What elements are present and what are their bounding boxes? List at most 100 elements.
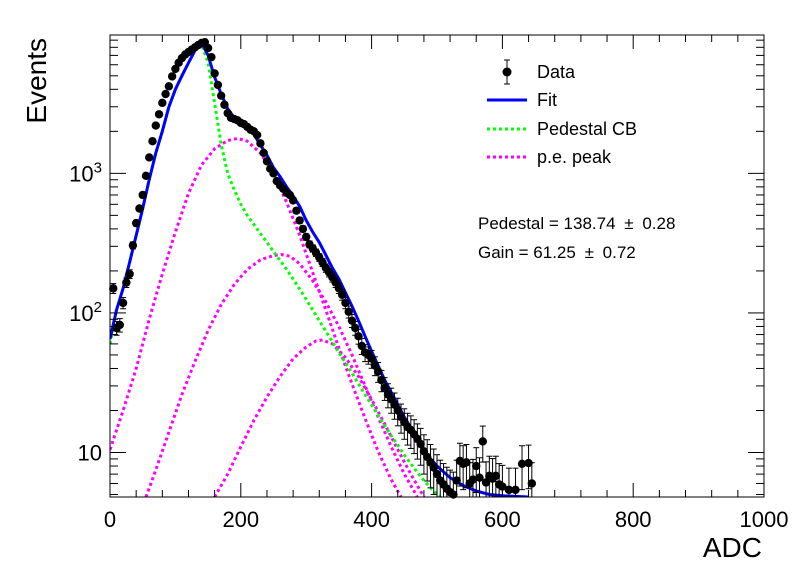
data-marker — [138, 190, 147, 200]
pedestal-cb-curve — [110, 41, 443, 497]
gain-value: Gain = 61.25 — [478, 243, 576, 262]
axis-ticks: 0 200 400 600 800 1000 10 102 103 — [69, 35, 788, 532]
data-point — [138, 190, 147, 200]
data-marker — [213, 80, 223, 90]
data-marker — [216, 91, 226, 100]
data-point — [118, 297, 128, 310]
data-marker — [161, 89, 170, 99]
plot-frame — [109, 34, 765, 498]
data-point — [135, 204, 144, 213]
data-point — [220, 100, 229, 109]
legend-entry: Pedestal CB — [487, 119, 637, 139]
data-marker — [256, 139, 265, 148]
x-tick-label: 800 — [615, 507, 652, 532]
gain-annotation: Gain = 61.25 ± 0.72 — [478, 243, 636, 262]
data-point — [527, 462, 537, 497]
data-point — [256, 139, 265, 148]
data-marker — [220, 100, 229, 109]
legend-label: Fit — [537, 90, 557, 110]
data-point — [393, 397, 402, 427]
data-point — [269, 169, 278, 178]
data-marker — [504, 485, 514, 495]
legend-entry: Fit — [487, 90, 557, 110]
data-marker — [475, 473, 484, 482]
data-marker — [158, 98, 167, 108]
data-point — [161, 89, 170, 99]
data-marker — [416, 439, 425, 449]
data-marker — [527, 479, 537, 488]
data-point — [481, 461, 491, 497]
data-point — [128, 241, 138, 250]
data-marker — [462, 458, 471, 467]
data-point — [432, 454, 442, 497]
data-point — [504, 467, 514, 497]
data-marker — [122, 278, 131, 287]
data-marker — [481, 478, 491, 487]
data-point — [462, 443, 471, 489]
legend-label: Data — [537, 62, 576, 82]
data-marker — [292, 206, 301, 215]
data-marker — [344, 307, 353, 316]
data-marker — [351, 323, 360, 333]
data-marker — [262, 157, 272, 166]
data-point — [259, 148, 268, 158]
data-marker — [302, 232, 311, 242]
pe-peak-curve-2 — [144, 252, 419, 497]
gain-error: 0.72 — [603, 243, 636, 262]
data-point — [262, 157, 272, 166]
legend-entry: Data — [502, 59, 576, 85]
x-axis-label: ADC — [703, 532, 762, 563]
y-tick-label: 102 — [69, 299, 102, 326]
data-point — [302, 232, 311, 242]
data-point — [308, 244, 317, 253]
data-point — [334, 283, 344, 295]
x-tick-label: 600 — [484, 507, 521, 532]
data-marker — [207, 52, 216, 62]
data-point — [491, 455, 501, 497]
data-point — [210, 69, 219, 78]
data-point — [511, 467, 520, 497]
pe-peak-curve-3 — [213, 338, 426, 497]
data-point — [213, 80, 223, 90]
data-marker — [347, 316, 357, 325]
x-tick-label: 1000 — [740, 507, 789, 532]
data-marker — [524, 458, 533, 468]
data-marker — [468, 475, 478, 484]
legend-entry: p.e. peak — [487, 147, 612, 167]
data-point — [125, 269, 134, 280]
data-point — [131, 218, 141, 228]
data-marker — [115, 320, 125, 330]
data-marker — [210, 69, 219, 78]
data-point — [164, 82, 174, 91]
data-point — [154, 110, 164, 119]
data-point — [295, 216, 304, 225]
data-point — [151, 121, 160, 130]
data-marker — [288, 196, 298, 205]
data-point — [416, 427, 425, 466]
data-point — [351, 320, 360, 336]
data-point — [298, 224, 308, 234]
data-marker — [109, 284, 118, 293]
data-marker — [145, 153, 154, 162]
data-marker — [373, 367, 383, 376]
y-tick-label: 10 — [78, 441, 102, 466]
data-marker — [148, 136, 157, 146]
data-point — [472, 447, 481, 493]
data-point — [141, 171, 151, 181]
data-point — [109, 283, 118, 295]
data-point — [148, 136, 157, 146]
data-point — [122, 277, 131, 288]
data-marker — [125, 269, 134, 279]
y-axis-label: Events — [21, 38, 52, 124]
data-marker — [154, 110, 164, 119]
data-marker — [141, 171, 151, 181]
data-point — [207, 52, 216, 62]
data-marker — [171, 64, 180, 74]
data-point — [158, 98, 167, 108]
pedestal-annotation: Pedestal = 138.74 ± 0.28 — [478, 214, 675, 233]
data-marker — [452, 476, 461, 485]
pedestal-error: 0.28 — [642, 214, 675, 233]
x-tick-label: 400 — [353, 507, 390, 532]
gain-pm: ± — [585, 243, 594, 262]
